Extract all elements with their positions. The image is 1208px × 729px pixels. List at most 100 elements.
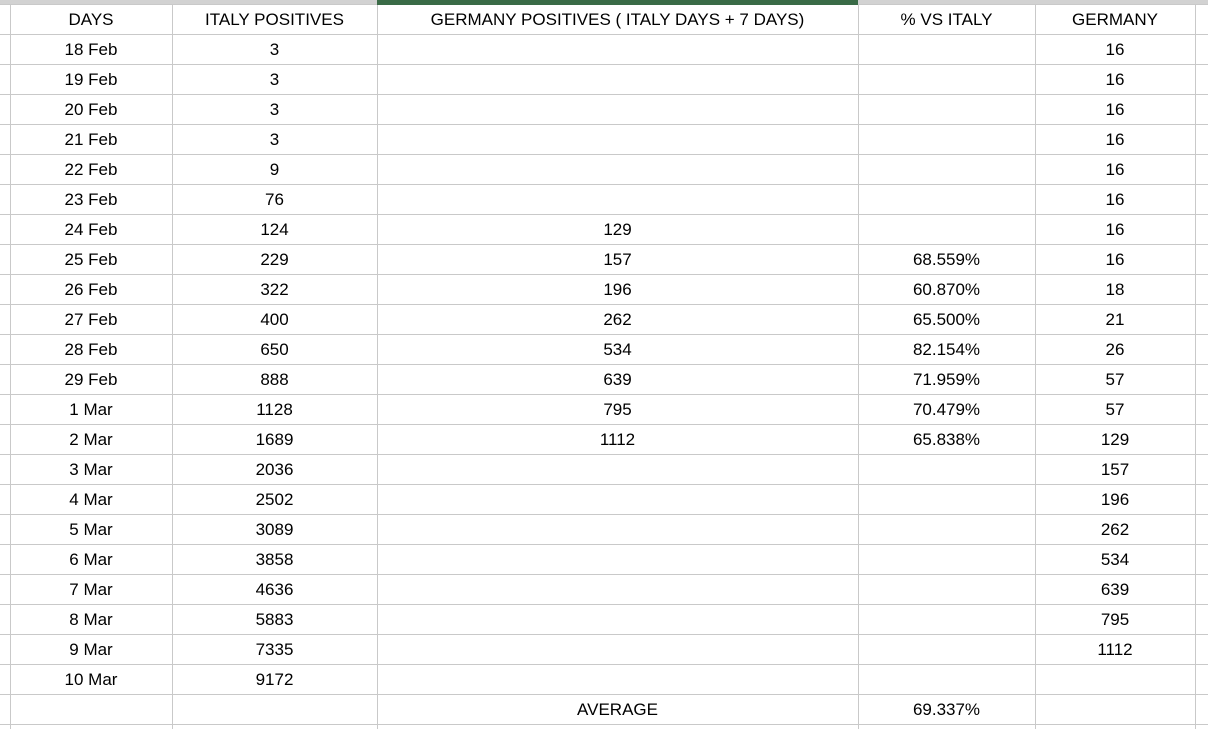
cell-italy-positives[interactable] (172, 725, 377, 729)
cell-italy-positives[interactable]: 2502 (172, 485, 377, 515)
cell-pct-vs-italy[interactable] (858, 575, 1035, 605)
cell-italy-positives[interactable]: 3 (172, 65, 377, 95)
cell-germany[interactable]: 534 (1035, 545, 1195, 575)
cell-days[interactable]: 22 Feb (10, 155, 172, 185)
cell-pct-vs-italy[interactable] (858, 65, 1035, 95)
cell-germany-positives-shifted[interactable] (377, 665, 858, 695)
cell-germany-positives-shifted[interactable]: 639 (377, 365, 858, 395)
cell-italy-positives[interactable]: 9172 (172, 665, 377, 695)
cell-germany[interactable]: 16 (1035, 125, 1195, 155)
cell-italy-positives[interactable]: 229 (172, 245, 377, 275)
cell-days[interactable]: 4 Mar (10, 485, 172, 515)
cell-germany[interactable]: 16 (1035, 245, 1195, 275)
cell-germany-positives-shifted[interactable] (377, 185, 858, 215)
average-label-cell[interactable]: AVERAGE (377, 695, 858, 725)
cell-pct-vs-italy[interactable] (858, 185, 1035, 215)
cell-germany-positives-shifted[interactable] (377, 35, 858, 65)
cell-italy-positives[interactable]: 76 (172, 185, 377, 215)
cell-days[interactable]: 27 Feb (10, 305, 172, 335)
cell-germany-positives-shifted[interactable] (377, 605, 858, 635)
cell-pct-vs-italy[interactable] (858, 35, 1035, 65)
cell-italy-positives[interactable]: 2036 (172, 455, 377, 485)
cell-days[interactable]: 9 Mar (10, 635, 172, 665)
cell-days[interactable]: 3 Mar (10, 455, 172, 485)
cell-italy-positives[interactable]: 124 (172, 215, 377, 245)
cell-germany-positives-shifted[interactable] (377, 545, 858, 575)
cell-italy-positives[interactable] (172, 695, 377, 725)
cell-days[interactable]: 24 Feb (10, 215, 172, 245)
cell-italy-positives[interactable]: 7335 (172, 635, 377, 665)
cell-germany-positives-shifted[interactable] (377, 575, 858, 605)
cell-italy-positives[interactable]: 400 (172, 305, 377, 335)
cell-pct-vs-italy[interactable] (858, 515, 1035, 545)
cell-italy-positives[interactable]: 3 (172, 125, 377, 155)
cell-days[interactable]: 6 Mar (10, 545, 172, 575)
cell-pct-vs-italy[interactable]: 70.479% (858, 395, 1035, 425)
cell-germany[interactable]: 129 (1035, 425, 1195, 455)
cell-germany-positives-shifted[interactable]: 1112 (377, 425, 858, 455)
cell-germany-positives-shifted[interactable] (377, 725, 858, 729)
cell-italy-positives[interactable]: 3858 (172, 545, 377, 575)
average-pct-cell[interactable]: 69.337% (858, 695, 1035, 725)
cell-pct-vs-italy[interactable] (858, 95, 1035, 125)
cell-germany-positives-shifted[interactable] (377, 515, 858, 545)
cell-italy-positives[interactable]: 3089 (172, 515, 377, 545)
cell-italy-positives[interactable]: 1689 (172, 425, 377, 455)
cell-germany[interactable]: 18 (1035, 275, 1195, 305)
cell-days[interactable]: 18 Feb (10, 35, 172, 65)
cell-days[interactable]: 10 Mar (10, 665, 172, 695)
cell-germany-positives-shifted[interactable] (377, 65, 858, 95)
cell-days[interactable]: 7 Mar (10, 575, 172, 605)
cell-italy-positives[interactable]: 888 (172, 365, 377, 395)
cell-germany[interactable]: 16 (1035, 35, 1195, 65)
cell-germany-positives-shifted[interactable] (377, 635, 858, 665)
cell-days[interactable] (10, 695, 172, 725)
cell-italy-positives[interactable]: 9 (172, 155, 377, 185)
cell-germany[interactable]: 196 (1035, 485, 1195, 515)
cell-pct-vs-italy[interactable] (858, 125, 1035, 155)
cell-germany-positives-shifted[interactable]: 157 (377, 245, 858, 275)
cell-germany-positives-shifted[interactable] (377, 155, 858, 185)
cell-days[interactable]: 19 Feb (10, 65, 172, 95)
cell-pct-vs-italy[interactable] (858, 455, 1035, 485)
cell-pct-vs-italy[interactable]: 60.870% (858, 275, 1035, 305)
cell-italy-positives[interactable]: 3 (172, 35, 377, 65)
cell-germany[interactable]: 1112 (1035, 635, 1195, 665)
cell-germany-positives-shifted[interactable]: 262 (377, 305, 858, 335)
cell-germany[interactable]: 795 (1035, 605, 1195, 635)
cell-germany-positives-shifted[interactable] (377, 485, 858, 515)
cell-pct-vs-italy[interactable]: 82.154% (858, 335, 1035, 365)
col-header-days[interactable]: DAYS (10, 5, 172, 35)
cell-germany[interactable]: 26 (1035, 335, 1195, 365)
cell-italy-positives[interactable]: 650 (172, 335, 377, 365)
cell-pct-vs-italy[interactable] (858, 545, 1035, 575)
cell-germany[interactable]: 57 (1035, 395, 1195, 425)
cell-germany-positives-shifted[interactable]: 795 (377, 395, 858, 425)
cell-germany[interactable] (1035, 695, 1195, 725)
cell-days[interactable]: 2 Mar (10, 425, 172, 455)
cell-germany-positives-shifted[interactable]: 534 (377, 335, 858, 365)
cell-italy-positives[interactable]: 5883 (172, 605, 377, 635)
cell-days[interactable]: 28 Feb (10, 335, 172, 365)
cell-days[interactable]: 8 Mar (10, 605, 172, 635)
cell-germany[interactable]: 157 (1035, 455, 1195, 485)
cell-germany-positives-shifted[interactable] (377, 95, 858, 125)
cell-pct-vs-italy[interactable] (858, 215, 1035, 245)
cell-days[interactable]: 1 Mar (10, 395, 172, 425)
cell-days[interactable]: 26 Feb (10, 275, 172, 305)
cell-germany[interactable]: 16 (1035, 65, 1195, 95)
cell-germany-positives-shifted[interactable]: 196 (377, 275, 858, 305)
cell-germany[interactable]: 262 (1035, 515, 1195, 545)
cell-italy-positives[interactable]: 1128 (172, 395, 377, 425)
cell-italy-positives[interactable]: 4636 (172, 575, 377, 605)
cell-germany-positives-shifted[interactable] (377, 125, 858, 155)
cell-italy-positives[interactable]: 3 (172, 95, 377, 125)
cell-germany[interactable]: 16 (1035, 185, 1195, 215)
cell-days[interactable]: 21 Feb (10, 125, 172, 155)
cell-days[interactable] (10, 725, 172, 729)
cell-italy-positives[interactable]: 322 (172, 275, 377, 305)
cell-pct-vs-italy[interactable] (858, 155, 1035, 185)
cell-germany[interactable]: 16 (1035, 215, 1195, 245)
col-header-italy-positives[interactable]: ITALY POSITIVES (172, 5, 377, 35)
cell-pct-vs-italy[interactable] (858, 485, 1035, 515)
